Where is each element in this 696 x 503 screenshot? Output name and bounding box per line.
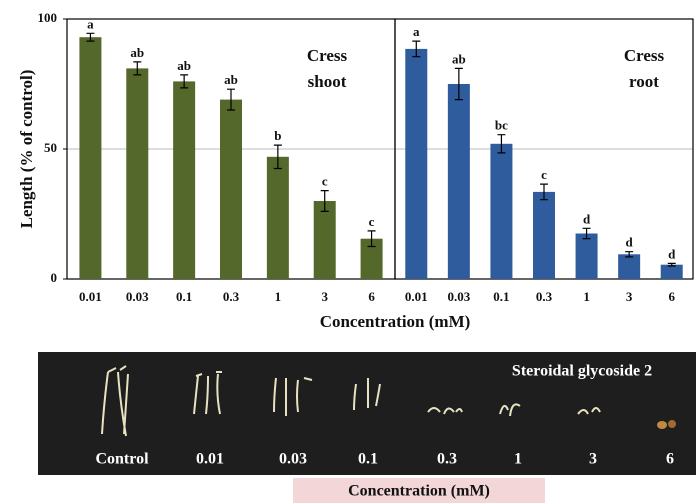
significance-letter: c (541, 167, 547, 182)
photo-label: 0.03 (279, 451, 307, 468)
bar (533, 192, 555, 279)
significance-letter: ab (130, 45, 144, 60)
photo-label: 0.1 (358, 451, 378, 468)
photo-label: 0.01 (196, 451, 224, 468)
significance-letter: a (87, 16, 94, 31)
y-tick-label: 100 (38, 10, 58, 25)
significance-letter: b (274, 128, 281, 143)
bar (173, 81, 195, 279)
photo-label: 1 (514, 451, 522, 468)
x-tick-label: 0.03 (126, 289, 149, 304)
x-tick-label: 0.01 (79, 289, 102, 304)
bar (79, 37, 101, 279)
x-tick-label: 0.01 (405, 289, 428, 304)
bar (618, 254, 640, 279)
seed (657, 421, 667, 429)
x-tick-label: 0.03 (447, 289, 470, 304)
significance-letter: ab (177, 58, 191, 73)
photo-xlabel: Concentration (mM) (348, 483, 490, 500)
seed (668, 420, 676, 428)
bar (126, 68, 148, 279)
y-axis-title: Length (% of control) (17, 70, 36, 229)
photo-label: 3 (589, 451, 597, 468)
panel-title: Cress (624, 46, 665, 65)
significance-letter: a (413, 24, 420, 39)
photo-label: 6 (666, 451, 674, 468)
significance-letter: c (322, 174, 328, 189)
bar (576, 234, 598, 280)
bar (490, 144, 512, 279)
x-tick-label: 0.3 (223, 289, 240, 304)
x-tick-label: 3 (626, 289, 633, 304)
x-tick-label: 6 (368, 289, 375, 304)
bar (661, 265, 683, 279)
significance-letter: ab (224, 72, 238, 87)
x-tick-label: 6 (668, 289, 675, 304)
page: Steroidal glycoside 2 Concentration (mM)… (0, 0, 696, 503)
x-tick-label: 0.3 (536, 289, 553, 304)
panel-title: shoot (308, 72, 347, 91)
x-tick-label: 1 (583, 289, 590, 304)
figure: Steroidal glycoside 2 Concentration (mM)… (0, 0, 696, 503)
photo-caption: Steroidal glycoside 2 (512, 363, 652, 380)
significance-letter: bc (495, 118, 508, 133)
significance-letter: d (668, 246, 676, 261)
panel-title: root (629, 72, 659, 91)
photo-label: Control (95, 451, 149, 468)
x-tick-label: 0.1 (493, 289, 509, 304)
y-tick-label: 0 (51, 270, 58, 285)
x-axis-title: Concentration (mM) (320, 312, 471, 331)
y-tick-label: 50 (44, 140, 57, 155)
significance-letter: d (626, 235, 634, 250)
significance-letter: d (583, 211, 591, 226)
bar (314, 201, 336, 279)
photo-label: 0.3 (437, 451, 457, 468)
bar (405, 49, 427, 279)
panel-title: Cress (307, 46, 348, 65)
significance-letter: c (369, 214, 375, 229)
x-tick-label: 0.1 (176, 289, 192, 304)
x-tick-label: 3 (321, 289, 328, 304)
significance-letter: ab (452, 51, 466, 66)
bar (267, 157, 289, 279)
bar (448, 84, 470, 279)
bar (220, 100, 242, 279)
x-tick-label: 1 (275, 289, 282, 304)
